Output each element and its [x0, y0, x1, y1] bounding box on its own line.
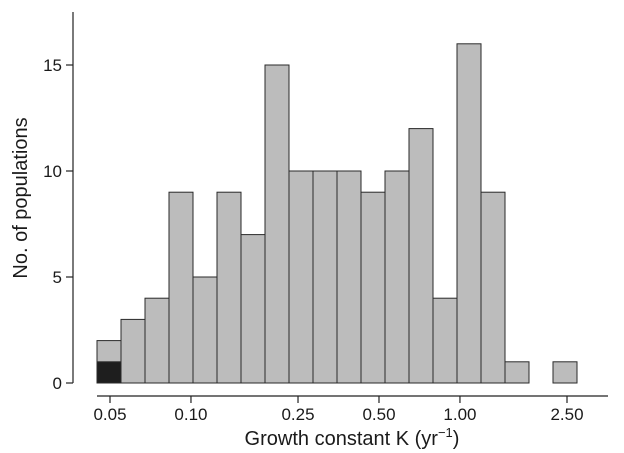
axes-group — [72, 12, 608, 397]
x-axis-title-close: ) — [453, 428, 460, 450]
bar-17 — [504, 361, 530, 384]
bar-12 — [384, 170, 410, 384]
bar-10 — [336, 170, 362, 384]
x-axis-title: Growth constant K (yr−1) — [245, 425, 460, 450]
bar-highlight-0 — [96, 361, 122, 384]
x-tick-label-5: 2.50 — [550, 405, 583, 424]
y-tick-label-15: 15 — [43, 56, 62, 75]
y-tick-label-0: 0 — [53, 374, 62, 393]
bars-group — [96, 43, 578, 384]
bar-16 — [480, 191, 506, 384]
bar-5 — [216, 191, 242, 384]
bar-6 — [240, 234, 266, 384]
bar-11 — [360, 191, 386, 384]
bar-19 — [552, 361, 578, 384]
bar-4 — [192, 276, 218, 384]
x-axis-title-superscript: −1 — [438, 425, 453, 440]
x-tick-label-4: 1.00 — [443, 405, 476, 424]
y-tick-label-10: 10 — [43, 162, 62, 181]
y-axis-title: No. of populations — [10, 117, 32, 278]
bar-1 — [120, 318, 146, 384]
bar-13 — [408, 128, 434, 384]
x-tick-label-1: 0.10 — [174, 405, 207, 424]
bar-9 — [312, 170, 338, 384]
y-ticks-group: 0 5 10 15 — [43, 56, 73, 393]
y-tick-label-5: 5 — [53, 268, 62, 287]
bar-3 — [168, 191, 194, 384]
x-ticks-group: 0.05 0.10 0.25 0.50 1.00 2.50 — [93, 396, 584, 424]
bar-8 — [288, 170, 314, 384]
bar-7 — [264, 64, 290, 384]
bar-15 — [456, 43, 482, 384]
bar-14 — [432, 297, 458, 384]
x-tick-label-0: 0.05 — [93, 405, 126, 424]
x-tick-label-3: 0.50 — [362, 405, 395, 424]
bar-2 — [144, 297, 170, 384]
x-tick-label-2: 0.25 — [281, 405, 314, 424]
